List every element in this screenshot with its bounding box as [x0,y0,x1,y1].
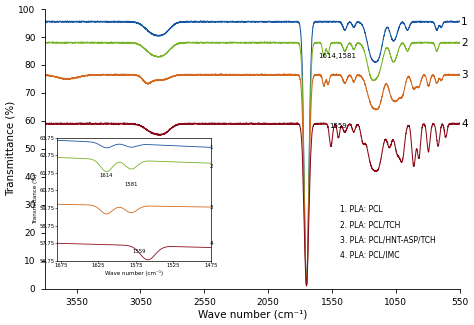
Text: 4. PLA: PCL/IMC: 4. PLA: PCL/IMC [340,251,399,260]
Y-axis label: Transmittance (%): Transmittance (%) [6,101,16,197]
Text: 1. PLA: PCL: 1. PLA: PCL [340,205,383,214]
Text: 3. PLA: PCL/HNT-ASP/TCH: 3. PLA: PCL/HNT-ASP/TCH [340,236,436,244]
Text: 1: 1 [461,17,468,27]
Text: 4: 4 [461,119,468,129]
X-axis label: Wave number (cm⁻¹): Wave number (cm⁻¹) [198,309,307,319]
Text: 1559: 1559 [329,123,347,129]
Text: 2. PLA: PCL/TCH: 2. PLA: PCL/TCH [340,220,400,229]
Text: 1614,1581: 1614,1581 [319,53,356,59]
Text: 2: 2 [461,38,468,47]
Text: 3: 3 [461,70,468,80]
